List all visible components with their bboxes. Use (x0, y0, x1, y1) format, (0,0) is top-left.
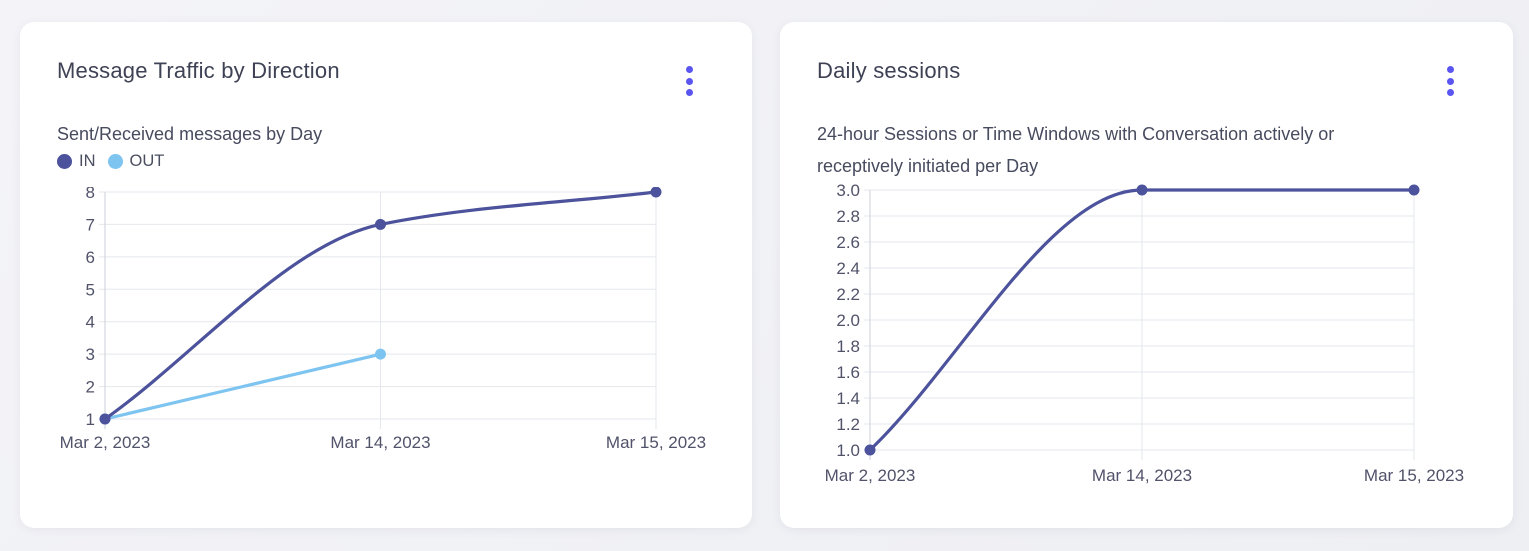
y-tick-label: 1 (86, 410, 95, 429)
y-tick-label: 1.4 (836, 389, 860, 408)
data-point-daily-sessions-2[interactable] (1408, 184, 1420, 196)
legend-label: OUT (129, 152, 165, 170)
daily-sessions-chart: 1.0 1.2 1.4 1.6 1.8 2.0 2.2 2.4 2.6 2.8 3.0 Mar 2, … (825, 182, 1464, 485)
series-line-daily-sessions (868, 188, 1416, 452)
data-point-in-1[interactable] (375, 218, 386, 230)
card-title: Daily sessions (817, 58, 961, 83)
y-tick-label: 3 (86, 345, 95, 364)
kebab-menu-icon (1446, 66, 1454, 96)
card-subtitle: Sent/Received messages by Day (57, 124, 323, 144)
y-tick-label: 8 (86, 187, 95, 202)
y-tick-label: 4 (86, 313, 95, 332)
x-tick-label: Mar 2, 2023 (60, 433, 151, 452)
legend-label: IN (79, 152, 96, 170)
y-tick-label: 1.6 (836, 363, 860, 382)
y-tick-label: 1.2 (836, 415, 860, 434)
y-tick-label: 7 (86, 215, 95, 234)
x-tick-label: Mar 15, 2023 (1364, 466, 1464, 485)
y-tick-label: 1.8 (836, 337, 860, 356)
y-tick-label: 2.6 (836, 233, 860, 252)
y-tick-label: 2.0 (836, 311, 860, 330)
card-title: Message Traffic by Direction (57, 58, 340, 83)
y-tick-label: 1.0 (836, 441, 860, 460)
message-traffic-chart: 1 2 3 4 5 6 7 8 Mar 2, 2023 Mar 14, 2023 Mar 15, 2… (60, 187, 706, 452)
chart-legend: IN OUT (57, 152, 164, 171)
y-tick-label: 2.4 (836, 259, 860, 278)
x-tick-label: Mar 14, 2023 (1092, 466, 1192, 485)
card-menu-button[interactable] (1435, 60, 1465, 102)
y-tick-label: 2.8 (836, 207, 860, 226)
data-point-out-1[interactable] (375, 348, 386, 360)
data-point-daily-sessions-0[interactable] (864, 444, 876, 456)
kebab-menu-icon (685, 66, 693, 96)
x-tick-label: Mar 14, 2023 (330, 433, 430, 452)
legend-marker-icon (57, 154, 72, 169)
card-subtitle: 24-hour Sessions or Time Windows with Co… (817, 124, 1335, 176)
data-point-in-2[interactable] (650, 187, 662, 198)
x-tick-label: Mar 15, 2023 (606, 433, 706, 452)
y-tick-label: 2.2 (836, 285, 860, 304)
y-tick-label: 5 (86, 280, 95, 299)
series-line-out (103, 352, 383, 421)
y-tick-label: 6 (86, 248, 95, 267)
x-tick-label: Mar 2, 2023 (825, 466, 916, 485)
data-point-in-0[interactable] (99, 413, 111, 425)
data-point-daily-sessions-1[interactable] (1136, 184, 1148, 196)
card-menu-button[interactable] (674, 60, 704, 102)
y-tick-label: 2 (86, 378, 95, 397)
legend-item-in[interactable]: IN (57, 152, 96, 171)
y-tick-label: 3.0 (836, 182, 860, 200)
message-traffic-card: Message Traffic by Direction Sent/Receiv… (20, 22, 752, 528)
legend-item-out[interactable]: OUT (107, 152, 165, 171)
legend-marker-icon (107, 154, 123, 169)
daily-sessions-card: Daily sessions 24-hour Sessions or Time … (780, 22, 1513, 528)
